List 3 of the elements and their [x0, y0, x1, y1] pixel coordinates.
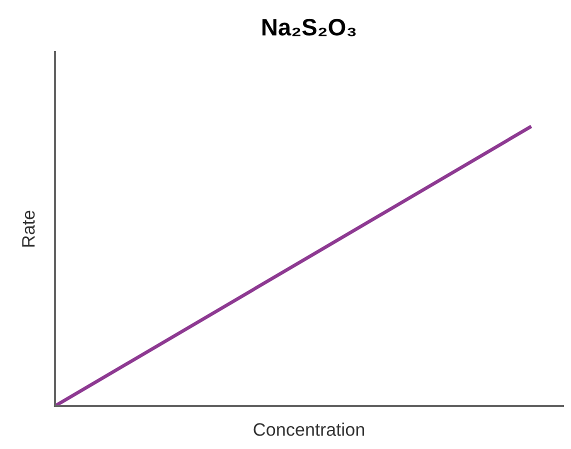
x-axis-title: Concentration	[254, 422, 364, 436]
chart-title: Na₂S₂O₃	[262, 18, 356, 36]
y-axis-title: Rate	[22, 210, 35, 247]
